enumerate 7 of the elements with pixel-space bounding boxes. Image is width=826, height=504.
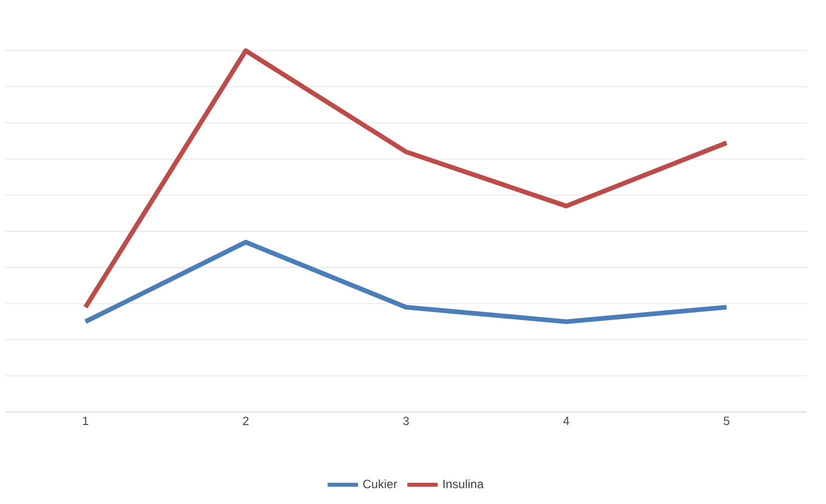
x-tick-label: 2 (243, 416, 248, 426)
x-tick-label: 3 (403, 416, 409, 426)
x-tick-label: 1 (83, 416, 88, 425)
legend-label: Insulina (443, 479, 484, 488)
x-tick-label: 5 (724, 416, 730, 426)
x-tick-label: 4 (563, 416, 570, 425)
legend-label: Cukier (363, 479, 398, 488)
